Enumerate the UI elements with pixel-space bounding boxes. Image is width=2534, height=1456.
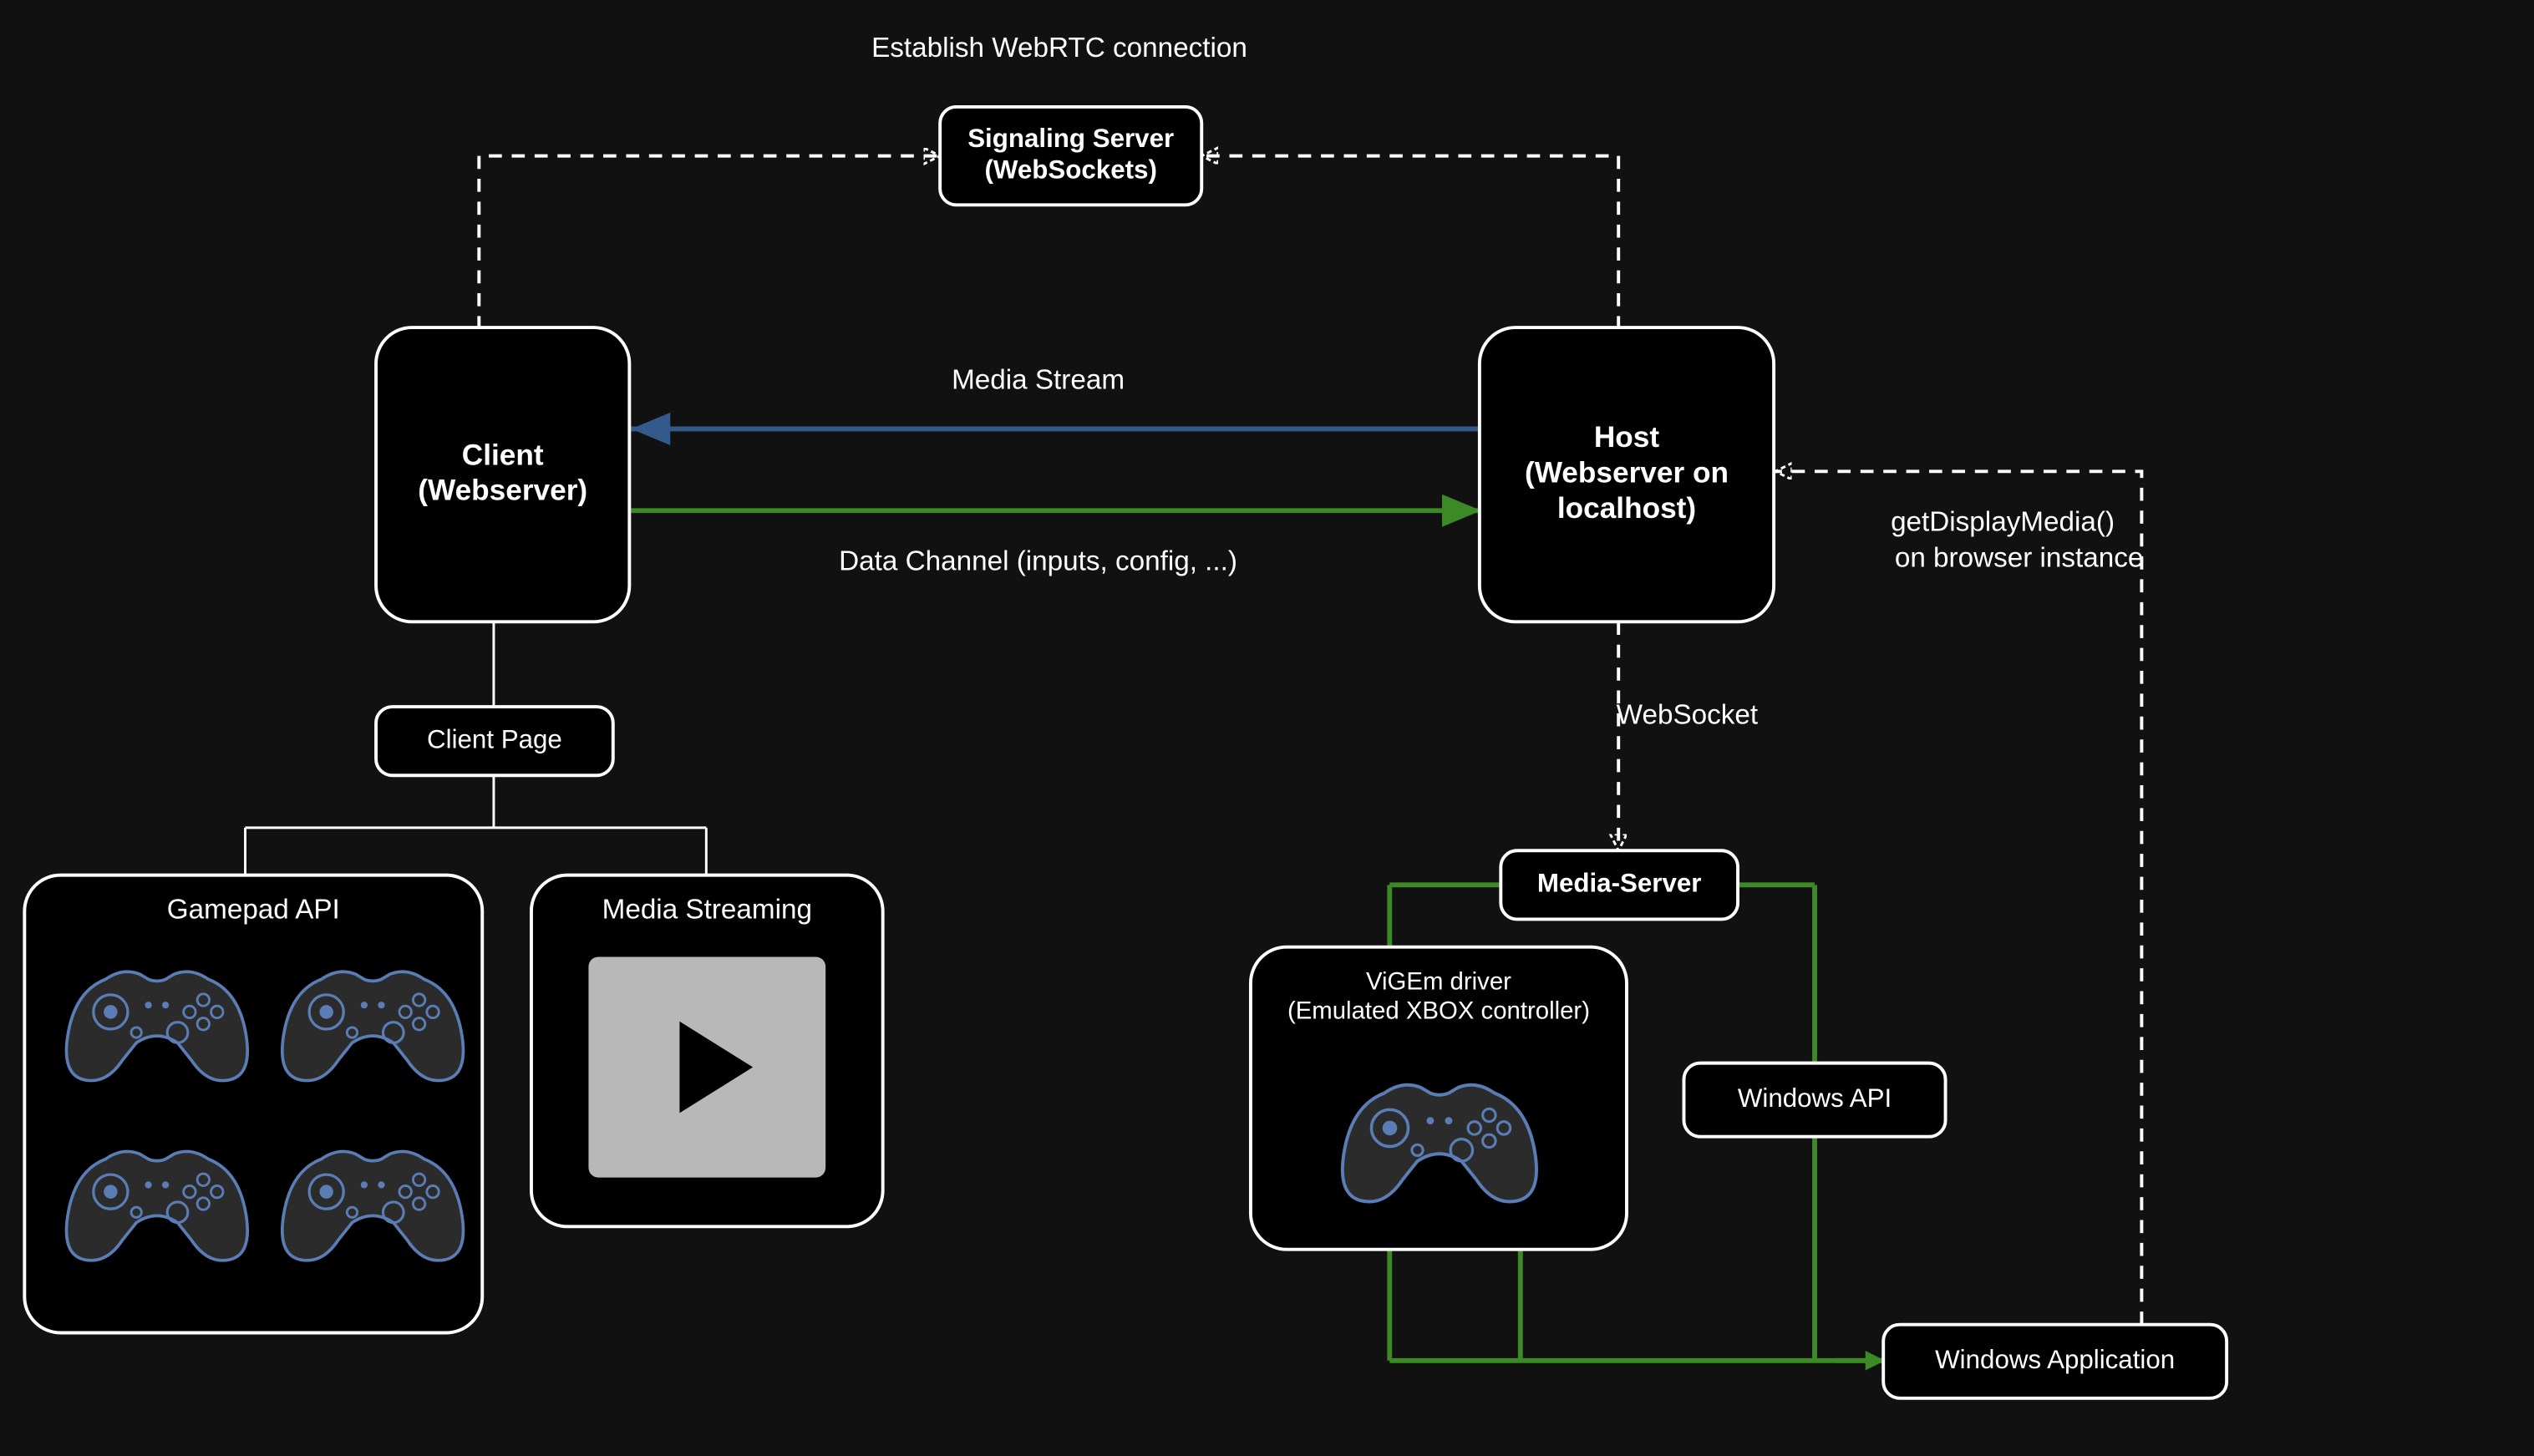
architecture-diagram: Signaling Server(WebSockets)Client(Webse… — [0, 0, 2534, 1456]
label-getdisplay2: on browser instance — [1895, 543, 2144, 574]
label-getdisplay1: getDisplayMedia() — [1891, 507, 2115, 538]
node-vigem-line1: (Emulated XBOX controller) — [1287, 997, 1590, 1025]
edge-client_to_sig — [479, 156, 940, 329]
node-signaling-line1: (WebSockets) — [984, 155, 1156, 185]
node-client_page: Client Page — [376, 707, 613, 775]
node-client_page-line0: Client Page — [427, 724, 562, 753]
node-media_server-line0: Media-Server — [1537, 869, 1702, 898]
node-win_api: Windows API — [1683, 1063, 1945, 1137]
node-client-line0: Client — [462, 439, 544, 471]
label-establish: Establish WebRTC connection — [871, 33, 1247, 63]
node-win_app: Windows Application — [1883, 1325, 2227, 1398]
edge-host_to_sig — [1201, 156, 1618, 329]
node-win_api-line0: Windows API — [1738, 1083, 1892, 1113]
node-host: Host(Webserver onlocalhost) — [1480, 327, 1774, 621]
node-signaling-line0: Signaling Server — [967, 124, 1174, 153]
label-media_stream: Media Stream — [952, 364, 1125, 395]
node-gamepad: Gamepad API — [24, 875, 482, 1333]
node-win_app-line0: Windows Application — [1935, 1345, 2175, 1374]
edge-winapp_to_host — [1775, 471, 2141, 1324]
node-host-line2: localhost) — [1557, 492, 1696, 525]
node-media_server: Media-Server — [1501, 850, 1738, 919]
node-vigem-line0: ViGEm driver — [1366, 968, 1511, 996]
label-data_channel: Data Channel (inputs, config, ...) — [839, 546, 1237, 577]
node-signaling: Signaling Server(WebSockets) — [940, 107, 1201, 205]
node-host-line0: Host — [1594, 421, 1660, 454]
node-media_stream-line0: Media Streaming — [602, 894, 812, 925]
node-client: Client(Webserver) — [376, 327, 629, 621]
node-client-line1: (Webserver) — [418, 474, 587, 507]
node-host-line1: (Webserver on — [1525, 456, 1729, 489]
label-websocket: WebSocket — [1617, 700, 1758, 731]
node-gamepad-line0: Gamepad API — [167, 894, 340, 925]
